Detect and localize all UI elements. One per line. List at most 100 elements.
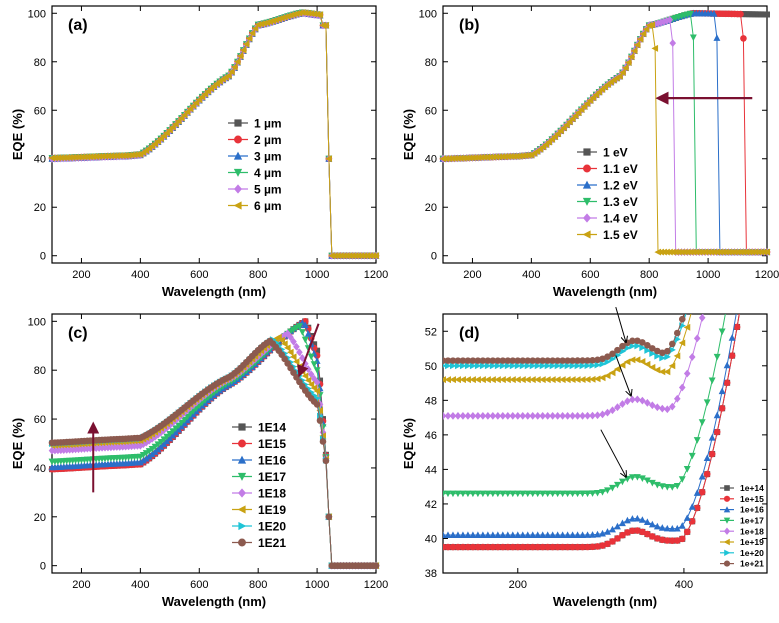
data-point <box>559 411 566 420</box>
data-point <box>474 531 482 539</box>
legend: 1 eV 1.1 eV 1.2 eV 1.3 eV 1.4 eV 1.5 eV <box>577 145 638 242</box>
data-point <box>372 562 380 569</box>
data-point <box>668 362 676 370</box>
data-point <box>599 410 606 419</box>
x-tick-label: 1200 <box>364 579 388 591</box>
data-point <box>529 376 536 384</box>
data-point <box>638 516 646 523</box>
data-point <box>668 537 676 544</box>
data-point <box>713 428 721 436</box>
data-point <box>729 154 736 162</box>
data-point <box>184 413 191 421</box>
data-point <box>544 376 551 384</box>
series-1e+20 <box>443 314 687 370</box>
data-point <box>469 362 477 370</box>
x-tick-label: 600 <box>581 269 599 281</box>
data-point <box>564 411 571 420</box>
data-point <box>604 528 611 535</box>
data-point <box>744 178 751 185</box>
data-point <box>689 306 696 313</box>
legend-label: 1.3 eV <box>603 195 638 209</box>
data-point <box>479 376 486 384</box>
legend-marker <box>238 538 246 547</box>
y-tick-label: 100 <box>28 316 46 328</box>
data-point <box>444 543 452 551</box>
data-point <box>293 342 300 351</box>
data-point <box>449 490 457 498</box>
data-point <box>316 417 324 424</box>
data-point <box>728 334 736 341</box>
data-point <box>759 159 765 165</box>
data-point <box>688 518 696 525</box>
data-point <box>245 34 253 42</box>
data-point <box>549 411 556 420</box>
panel-2: 200 400 600 800 1000 1200 0 20 40 60 80 100 Waveleng… <box>10 313 388 609</box>
data-point <box>464 362 472 370</box>
data-point <box>195 96 203 104</box>
legend-marker <box>237 472 247 481</box>
data-point <box>302 359 309 368</box>
data-point <box>454 411 462 420</box>
data-point <box>739 211 746 218</box>
data-point <box>703 399 711 406</box>
data-point <box>529 411 537 420</box>
data-point <box>589 411 596 420</box>
data-point <box>539 376 546 384</box>
data-point <box>544 543 551 551</box>
y-tick-label: 20 <box>34 202 46 214</box>
data-point <box>469 357 477 364</box>
data-point <box>186 411 194 418</box>
data-point <box>628 474 636 481</box>
legend-marker <box>723 517 731 524</box>
data-point <box>489 376 496 384</box>
data-point <box>459 490 467 498</box>
data-point <box>307 10 315 18</box>
legend-label: 1.1 eV <box>603 162 638 176</box>
data-point <box>474 362 482 370</box>
data-point <box>664 347 671 355</box>
data-point <box>544 531 552 539</box>
data-point <box>559 362 567 370</box>
legend-label: 1E18 <box>258 486 286 500</box>
data-point <box>454 362 462 370</box>
data-point <box>729 273 736 280</box>
data-point <box>653 522 661 530</box>
y-tick-label: 42 <box>425 499 437 511</box>
data-point <box>443 411 447 420</box>
data-point <box>494 543 502 551</box>
data-point <box>504 376 511 384</box>
data-point <box>719 160 726 167</box>
data-point <box>743 0 750 2</box>
data-point <box>634 395 641 404</box>
data-point <box>669 39 677 48</box>
data-point <box>583 376 591 383</box>
data-point <box>454 357 462 364</box>
data-point <box>673 329 681 337</box>
data-point <box>678 535 686 543</box>
data-point <box>499 376 506 384</box>
data-point <box>248 29 256 37</box>
data-point <box>519 490 527 498</box>
data-point <box>316 11 324 19</box>
data-point <box>694 260 701 267</box>
data-point <box>584 357 591 364</box>
data-point <box>574 490 582 498</box>
data-point <box>633 474 641 481</box>
data-point <box>519 543 527 551</box>
data-point <box>183 108 191 116</box>
data-point <box>519 362 527 370</box>
data-point <box>744 53 751 61</box>
data-point <box>658 368 666 376</box>
series-1 µm <box>49 10 379 259</box>
data-point <box>668 402 676 411</box>
data-point <box>724 184 731 192</box>
data-point <box>599 360 607 368</box>
x-tick-label: 1000 <box>696 269 720 281</box>
data-point <box>639 339 646 346</box>
data-point <box>616 72 623 80</box>
data-point <box>311 341 318 348</box>
x-tick-label: 400 <box>131 269 149 281</box>
data-point <box>313 387 321 395</box>
data-point <box>513 152 520 160</box>
data-point <box>673 482 681 490</box>
